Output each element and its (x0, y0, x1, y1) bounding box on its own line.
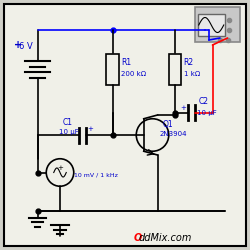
Bar (198, 14, 225, 36)
Text: +: + (14, 40, 22, 50)
Text: 10 μF: 10 μF (197, 110, 216, 116)
Text: 10 μF: 10 μF (59, 129, 78, 135)
Text: +: + (57, 164, 63, 170)
Text: 10 mV / 1 kHz: 10 mV / 1 kHz (74, 172, 118, 177)
Text: R2: R2 (184, 58, 194, 67)
Text: 1 kΩ: 1 kΩ (184, 71, 200, 77)
Bar (106, 54, 119, 85)
Text: 200 kΩ: 200 kΩ (121, 71, 146, 77)
Text: Q1: Q1 (162, 120, 173, 130)
Text: +: + (181, 104, 186, 110)
Text: ddMix.com: ddMix.com (138, 233, 192, 243)
Text: C2: C2 (199, 97, 209, 106)
Text: C1: C1 (62, 118, 72, 127)
Text: 2N3904: 2N3904 (160, 131, 188, 137)
Text: O: O (134, 233, 141, 243)
Bar (195, 8, 240, 42)
Text: +: + (87, 126, 93, 132)
Text: 6 V: 6 V (19, 42, 32, 51)
Text: R1: R1 (121, 58, 132, 67)
Bar (169, 54, 181, 85)
